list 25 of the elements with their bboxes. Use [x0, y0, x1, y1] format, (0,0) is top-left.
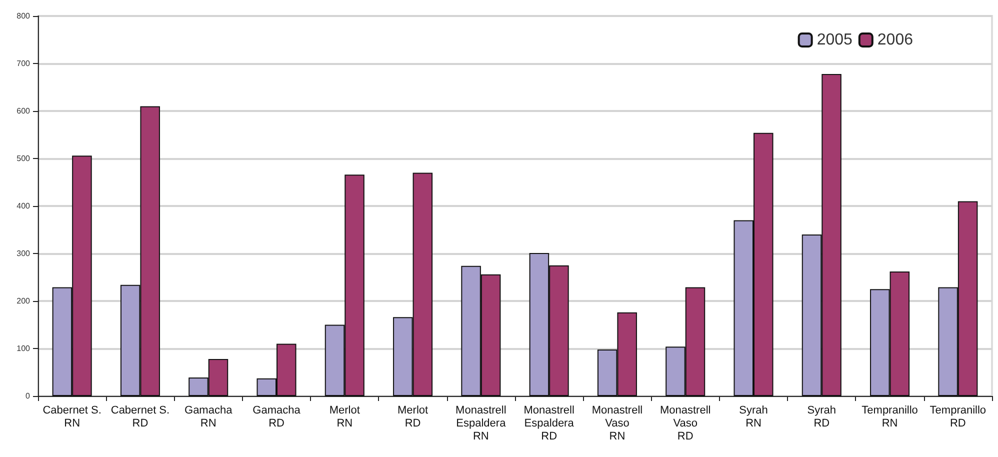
x-tick-label: Gamacha RN: [184, 404, 234, 430]
x-tick-label: Monastrell Espaldera RD: [524, 404, 575, 442]
y-tick-label: 500: [16, 154, 31, 163]
y-tick-label: 100: [16, 344, 31, 353]
x-tick-label: Tempranillo RD: [930, 404, 986, 430]
x-tick-label: Syrah RD: [807, 404, 836, 430]
x-tick-label: Gamacha RD: [252, 404, 302, 430]
y-tick-label: 700: [16, 59, 31, 68]
y-tick-label: 0: [26, 392, 31, 400]
legend-label: 2005: [816, 32, 853, 48]
x-tick-label: Cabernet S. RN: [42, 404, 102, 430]
y-tick-label: 300: [16, 249, 31, 258]
x-tick-label: Monastrell Vaso RD: [660, 404, 711, 442]
y-tick-label: 800: [16, 12, 31, 20]
x-tick-label: Syrah RN: [739, 404, 768, 430]
x-tick-label: Cabernet S. RD: [110, 404, 170, 430]
y-tick-label: 600: [16, 106, 31, 116]
x-tick-label: Monastrell Espaldera RN: [456, 404, 507, 442]
x-tick-label: Merlot RN: [329, 404, 360, 430]
x-tick-label: Merlot RD: [398, 404, 428, 430]
y-tick-label: 400: [16, 202, 31, 210]
legend-label: 2006: [877, 32, 914, 48]
x-tick-label: Tempranillo RN: [862, 404, 918, 430]
y-tick-label: 200: [16, 296, 31, 306]
x-tick-label: Monastrell Vaso RN: [592, 404, 643, 442]
